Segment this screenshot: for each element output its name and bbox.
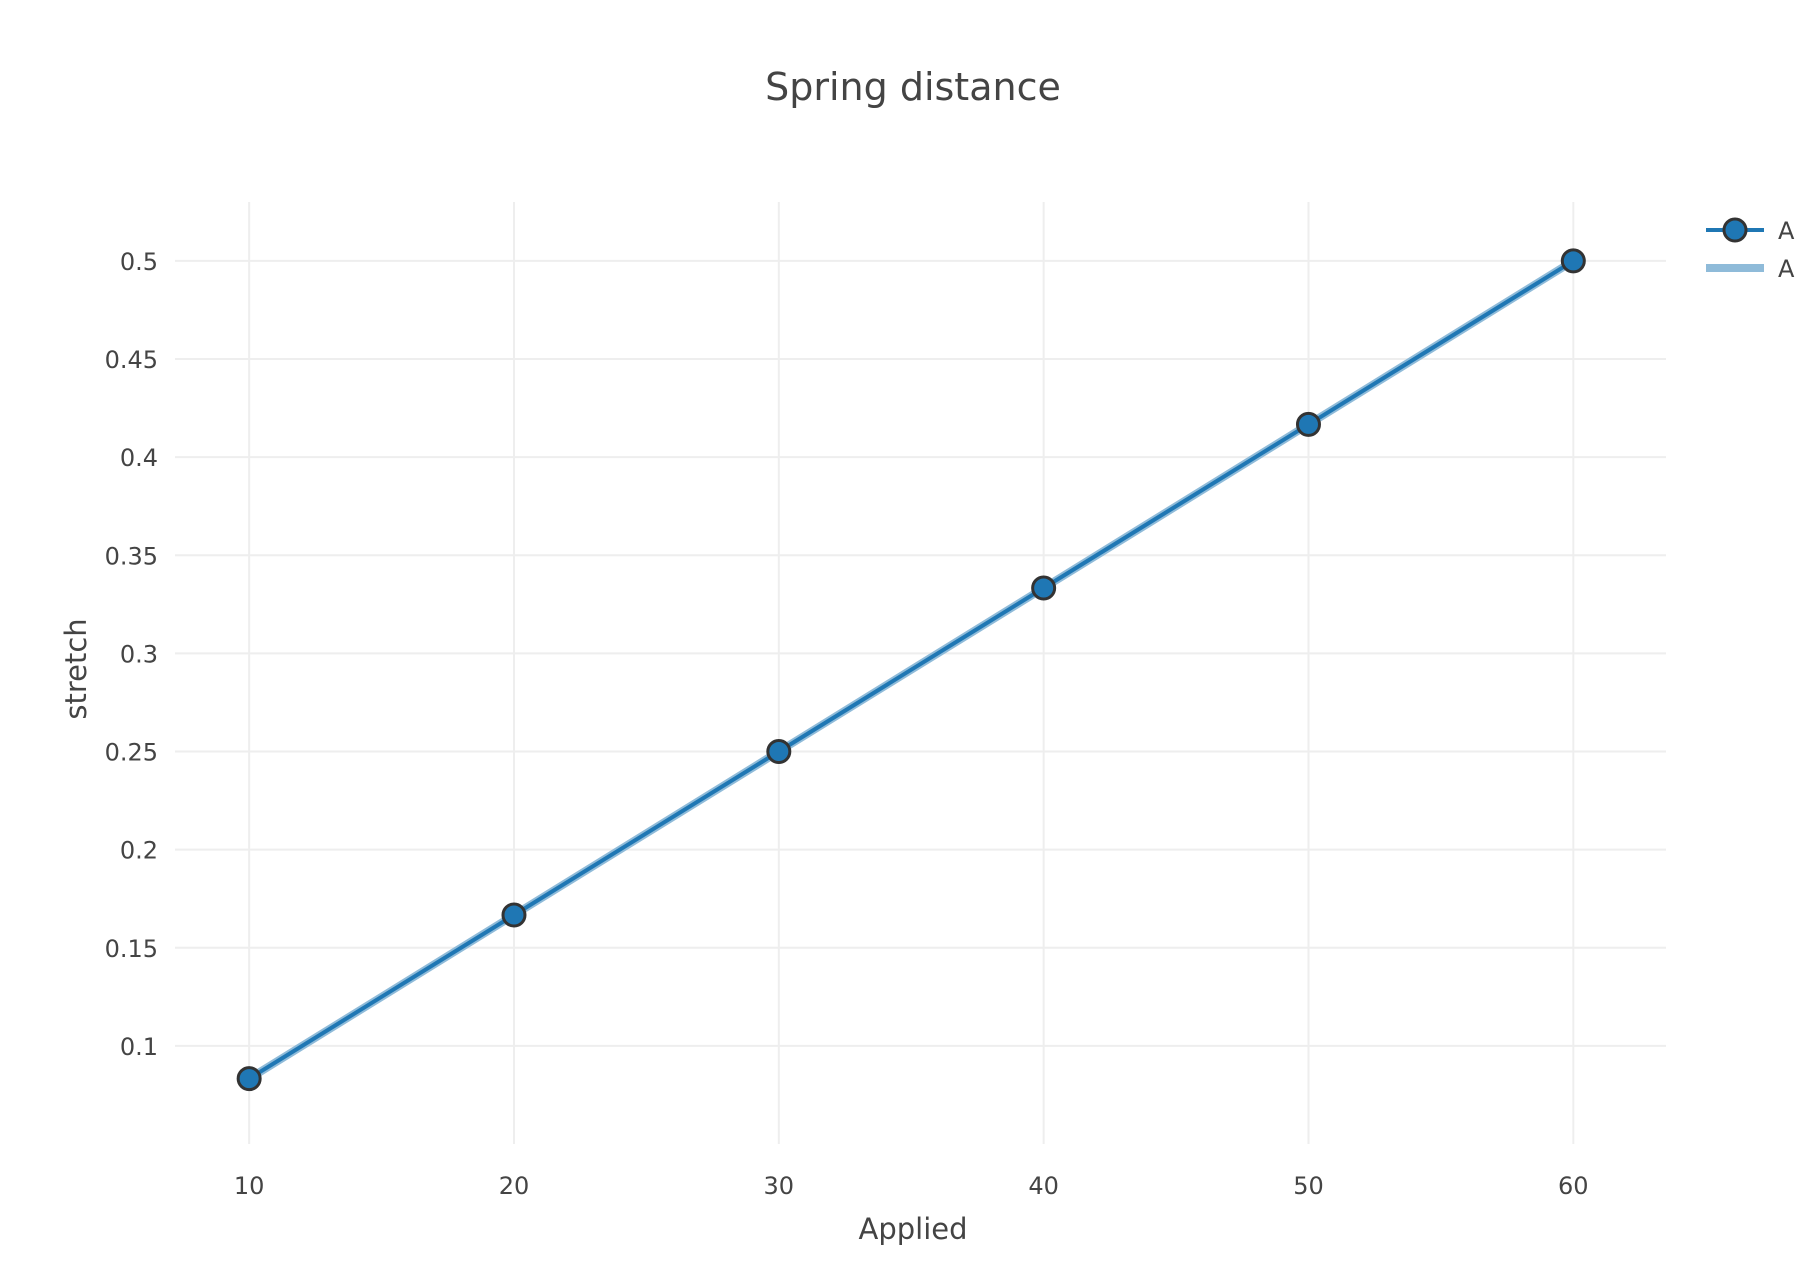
data-point <box>501 902 527 928</box>
legend-item: A <box>1706 217 1795 245</box>
y-axis-title: stretch <box>59 618 93 719</box>
y-tick-label: 0.35 <box>105 542 158 570</box>
y-tick-label: 0.15 <box>105 935 158 963</box>
y-tick-label: 0.45 <box>105 346 158 374</box>
x-tick-label: 10 <box>234 1172 265 1200</box>
x-tick-label: 40 <box>1028 1172 1059 1200</box>
legend-label: A <box>1778 255 1795 283</box>
x-tick-label: 60 <box>1558 1172 1589 1200</box>
plot-area <box>236 248 1586 1092</box>
legend: AA <box>1706 217 1795 283</box>
y-tick-label: 0.5 <box>120 248 158 276</box>
y-tick-label: 0.4 <box>120 444 158 472</box>
legend-item: A <box>1706 255 1795 283</box>
data-point <box>766 739 792 764</box>
data-point <box>236 1066 262 1092</box>
y-tick-label: 0.3 <box>120 640 158 668</box>
x-axis-ticks: 10 20 30 40 50 60 <box>234 1172 1589 1200</box>
x-tick-label: 20 <box>499 1172 530 1200</box>
data-point <box>1295 411 1321 437</box>
data-point <box>1031 575 1057 601</box>
y-axis-ticks: 0.1 0.15 0.2 0.25 0.3 0.35 0.4 0.45 0.5 <box>105 248 158 1061</box>
chart-title: Spring distance <box>765 65 1061 109</box>
y-tick-label: 0.25 <box>105 739 158 767</box>
y-tick-label: 0.2 <box>120 837 158 865</box>
x-tick-label: 50 <box>1293 1172 1324 1200</box>
x-axis-title: Applied <box>858 1212 967 1246</box>
x-tick-label: 30 <box>764 1172 795 1200</box>
y-tick-label: 0.1 <box>120 1033 158 1061</box>
legend-marker <box>1722 217 1748 243</box>
legend-label: A <box>1778 217 1795 245</box>
series-line <box>247 258 1576 1081</box>
data-point <box>1560 248 1586 274</box>
